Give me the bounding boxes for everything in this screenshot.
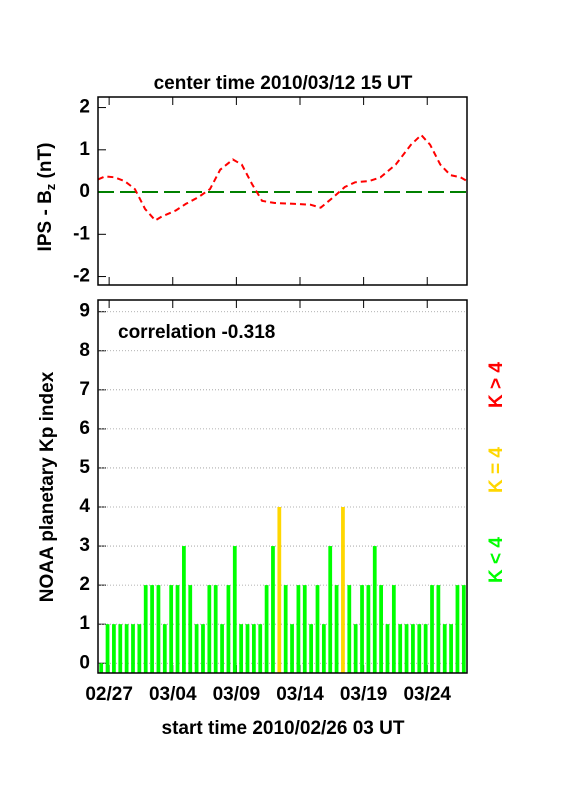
bar [417, 624, 422, 673]
bar [239, 624, 244, 673]
y-tick-label: 6 [79, 418, 90, 439]
bar [124, 624, 129, 673]
y-label-unit: (nT) [35, 143, 56, 184]
bar [449, 624, 453, 673]
y-tick-label: 7 [79, 379, 90, 400]
bar [213, 585, 218, 673]
bar [455, 585, 460, 673]
bar [258, 624, 263, 673]
bar [162, 624, 167, 673]
bar [328, 546, 333, 673]
bar [385, 624, 390, 673]
bar [169, 585, 174, 673]
bar [112, 624, 116, 673]
y-tick-label: 2 [79, 97, 90, 118]
x-axis-label: start time 2010/02/26 03 UT [162, 718, 405, 739]
x-tick-label: 03/04 [149, 684, 197, 705]
bar [150, 585, 154, 673]
bar [264, 585, 269, 673]
x-tick-label: 02/27 [85, 684, 133, 705]
y-tick-label: -1 [73, 223, 90, 244]
bar [232, 546, 237, 673]
y-axis-label: IPS - Bz (nT) [35, 143, 58, 252]
bar [353, 624, 358, 673]
bar [277, 507, 282, 673]
bar [226, 585, 231, 673]
bar [290, 624, 294, 673]
y-tick-label: 2 [79, 574, 90, 595]
bar [461, 585, 466, 673]
bar [220, 624, 224, 673]
legend-label: K < 4 [486, 537, 507, 583]
y-axis-label: NOAA planetary Kp index [37, 371, 58, 602]
bar [245, 624, 250, 673]
y-tick-label: -2 [73, 266, 90, 287]
bar [105, 624, 110, 673]
bar [315, 585, 320, 673]
bar [194, 624, 199, 673]
y-tick-label: 3 [79, 535, 90, 556]
bar [391, 585, 396, 673]
bar [251, 624, 256, 673]
data-line [97, 133, 468, 222]
annotation: correlation -0.318 [118, 322, 275, 343]
bar [436, 585, 441, 673]
x-tick-label: 03/14 [276, 684, 324, 705]
bar [341, 507, 345, 673]
y-tick-label: 0 [79, 181, 90, 202]
bar [411, 624, 415, 673]
bar [131, 624, 135, 673]
bar [156, 585, 161, 673]
bar [360, 585, 364, 673]
bar [347, 585, 352, 673]
y-tick-label: 1 [79, 613, 90, 634]
bar [302, 585, 307, 673]
y-tick-label: 9 [79, 301, 90, 322]
bar [99, 663, 104, 673]
bar [182, 546, 186, 673]
bar [366, 585, 371, 673]
bar [334, 585, 339, 673]
bar [201, 624, 205, 673]
bar [296, 585, 301, 673]
bar [283, 585, 288, 673]
bar [271, 546, 275, 673]
y-tick-label: 5 [79, 457, 90, 478]
bar [442, 624, 447, 673]
bar [321, 624, 326, 673]
y-tick-label: 0 [79, 652, 90, 673]
bar [404, 624, 409, 673]
bar [430, 585, 434, 673]
y-tick-label: 1 [79, 139, 90, 160]
plot-frame [97, 299, 468, 674]
legend-label: K = 4 [486, 447, 507, 493]
legend-label: K > 4 [486, 362, 507, 408]
bar [372, 546, 377, 673]
bar [137, 624, 142, 673]
x-tick-label: 03/24 [403, 684, 451, 705]
bar [309, 624, 314, 673]
bar [423, 624, 428, 673]
bar [175, 585, 180, 673]
bar [398, 624, 403, 673]
x-tick-label: 03/09 [213, 684, 261, 705]
bar [143, 585, 148, 673]
y-tick-label: 8 [79, 340, 90, 361]
y-tick-label: 4 [79, 496, 90, 517]
y-label-text: IPS - B [35, 190, 56, 251]
y-label-sub: z [43, 183, 58, 190]
bar [207, 585, 212, 673]
plot-frame [97, 96, 468, 286]
bar [188, 585, 193, 673]
bar [118, 624, 123, 673]
bar [379, 585, 383, 673]
x-tick-label: 03/19 [340, 684, 388, 705]
chart-title: center time 2010/03/12 15 UT [154, 73, 413, 94]
